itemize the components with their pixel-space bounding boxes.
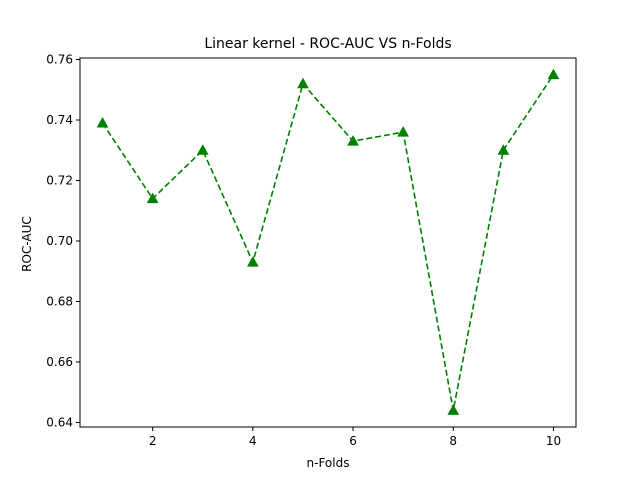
y-tick-label: 0.72 <box>46 173 73 187</box>
data-point-marker <box>96 116 109 128</box>
data-point-marker <box>497 144 510 155</box>
y-tick-label: 0.74 <box>46 113 73 127</box>
data-point-marker <box>246 256 259 267</box>
x-axis-label: n-Folds <box>307 456 350 470</box>
data-point-marker <box>196 144 209 155</box>
data-point-marker <box>146 192 159 204</box>
y-tick-label: 0.68 <box>46 294 73 308</box>
x-tick-label: 2 <box>149 434 157 448</box>
data-point-marker <box>547 68 560 80</box>
y-tick-label: 0.66 <box>46 355 73 369</box>
x-tick-label: 4 <box>249 434 257 448</box>
y-tick-label: 0.64 <box>46 415 73 429</box>
x-tick-label: 8 <box>449 434 457 448</box>
x-tick-label: 10 <box>546 434 561 448</box>
data-point-marker <box>397 126 410 137</box>
data-point-marker <box>447 404 460 415</box>
plot-frame <box>79 57 577 428</box>
y-tick-label: 0.76 <box>46 53 73 67</box>
chart-title: Linear kernel - ROC-AUC VS n-Folds <box>204 36 451 52</box>
y-tick-label: 0.70 <box>46 234 73 248</box>
plot-area: 2 4 6 8 10 0.64 0.66 0.68 0.70 0.72 0.74 0.76 <box>46 53 577 448</box>
data-point-marker <box>297 77 309 89</box>
series-line <box>101 74 555 411</box>
y-axis-label: ROC-AUC <box>20 216 34 272</box>
x-tick-label: 6 <box>349 434 357 448</box>
data-point-marker <box>347 135 359 146</box>
